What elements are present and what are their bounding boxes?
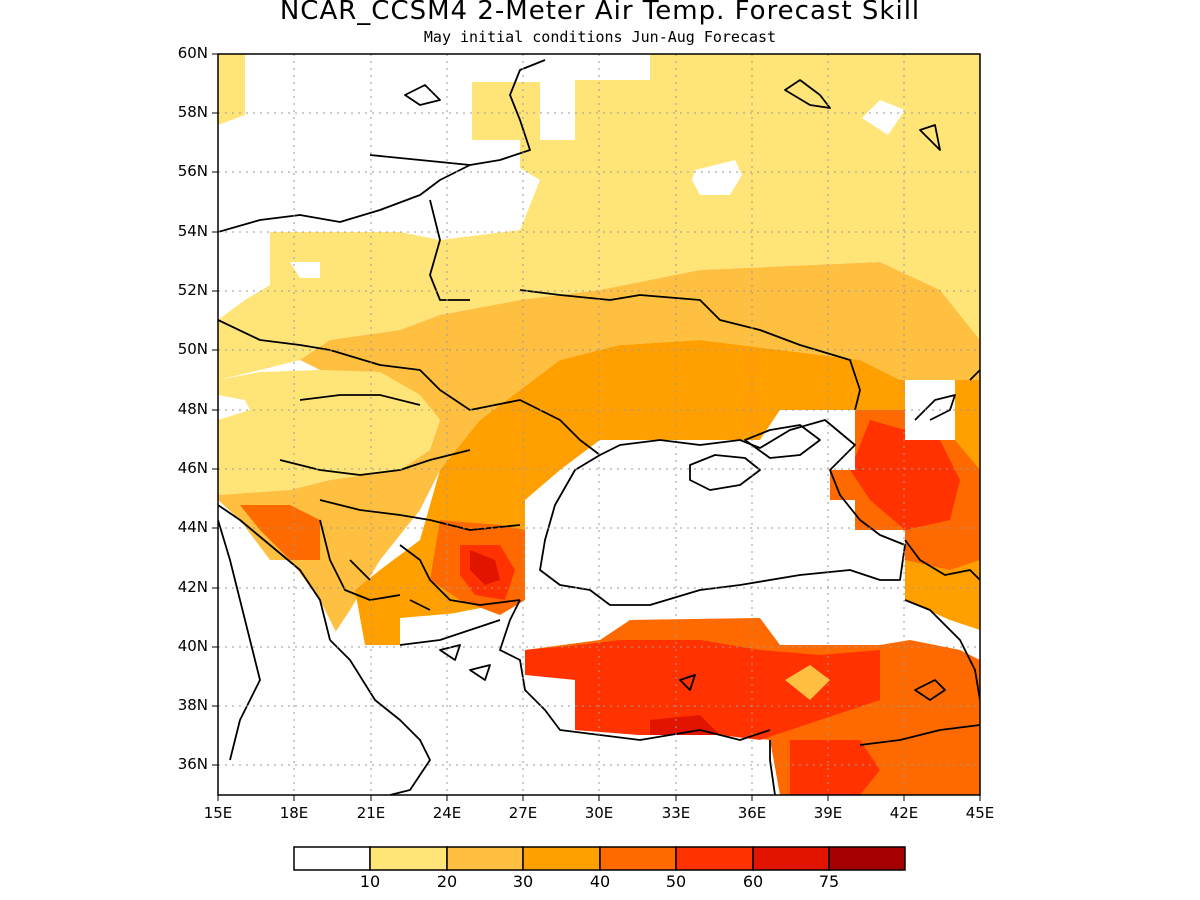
coastlines-borders bbox=[218, 59, 980, 795]
skill-region-10-20-west bbox=[218, 54, 245, 125]
azov-sea-coastline bbox=[744, 424, 821, 459]
islands bbox=[404, 79, 946, 701]
lon-label-24e: 24E bbox=[432, 804, 462, 822]
black-sea-mask bbox=[525, 410, 905, 640]
caucasus-mask bbox=[905, 380, 955, 440]
colorbar-label-60: 60 bbox=[742, 872, 764, 891]
lat-label-48n: 48N bbox=[177, 400, 208, 418]
lat-label-52n: 52N bbox=[177, 281, 208, 299]
central-borders bbox=[218, 319, 601, 531]
lat-label-56n: 56N bbox=[177, 162, 208, 180]
skill-fill-layer bbox=[218, 54, 980, 795]
west-mask bbox=[218, 395, 250, 420]
colorbar-label-30: 30 bbox=[512, 872, 534, 891]
crimea-outline bbox=[689, 454, 761, 491]
lon-label-33e: 33E bbox=[661, 804, 691, 822]
lat-label-40n: 40N bbox=[177, 637, 208, 655]
lat-label-36n: 36N bbox=[177, 755, 208, 773]
eastern-borders bbox=[769, 539, 980, 795]
skill-region-50-60-anatolia bbox=[525, 640, 880, 740]
adriatic-coastline bbox=[218, 504, 331, 641]
baltic-coastline bbox=[218, 59, 546, 233]
map-subtitle: May initial conditions Jun-Aug Forecast bbox=[423, 28, 777, 46]
northern-borders bbox=[369, 154, 861, 411]
aegean-coastline bbox=[499, 599, 771, 741]
lon-label-21e: 21E bbox=[356, 804, 386, 822]
colorbar-box-3 bbox=[522, 846, 601, 871]
lat-label-38n: 38N bbox=[177, 696, 208, 714]
lon-label-30e: 30E bbox=[584, 804, 614, 822]
skill-region-10-20-central bbox=[218, 370, 440, 495]
lat-label-60n: 60N bbox=[177, 44, 208, 62]
lon-label-15e: 15E bbox=[203, 804, 233, 822]
colorbar-label-50: 50 bbox=[665, 872, 687, 891]
skill-region-50-60-southeast bbox=[790, 740, 880, 795]
lon-label-27e: 27E bbox=[508, 804, 538, 822]
lat-label-50n: 50N bbox=[177, 340, 208, 358]
colorbar-label-40: 40 bbox=[589, 872, 611, 891]
colorbar-label-20: 20 bbox=[436, 872, 458, 891]
skill-region-50-60-caucasus bbox=[850, 420, 960, 530]
lat-label-58n: 58N bbox=[177, 103, 208, 121]
lat-label-44n: 44N bbox=[177, 518, 208, 536]
north-mask-2 bbox=[862, 100, 905, 135]
skill-region-10-20-north bbox=[218, 54, 980, 380]
italy-coastline bbox=[218, 519, 261, 761]
colorbar-box-6 bbox=[752, 846, 830, 871]
greece-coastline bbox=[329, 619, 501, 795]
north-mask-3 bbox=[290, 262, 320, 278]
colorbar-box-0 bbox=[293, 846, 371, 871]
lon-label-42e: 42E bbox=[889, 804, 919, 822]
skill-region-40-50-adriatic bbox=[240, 505, 320, 560]
skill-region-20-30 bbox=[218, 262, 980, 640]
colorbar bbox=[293, 846, 906, 871]
aegean-mask bbox=[218, 540, 770, 795]
colorbar-label-10: 10 bbox=[359, 872, 381, 891]
lat-label-54n: 54N bbox=[177, 222, 208, 240]
colorbar-box-7 bbox=[828, 846, 906, 871]
skill-region-20-30-east-anatolia bbox=[785, 665, 830, 700]
balkan-borders bbox=[319, 519, 521, 611]
tick-marks bbox=[212, 53, 981, 801]
map-title: NCAR_CCSM4 2-Meter Air Temp. Forecast Sk… bbox=[279, 0, 921, 26]
lon-label-36e: 36E bbox=[737, 804, 767, 822]
colorbar-box-4 bbox=[599, 846, 677, 871]
gridlines bbox=[218, 54, 980, 795]
black-sea-coastline bbox=[539, 419, 906, 606]
lon-label-18e: 18E bbox=[279, 804, 309, 822]
skill-region-60-75 bbox=[470, 550, 500, 585]
colorbar-box-2 bbox=[446, 846, 524, 871]
lat-label-42n: 42N bbox=[177, 578, 208, 596]
caspian-coast bbox=[914, 369, 980, 421]
lon-label-39e: 39E bbox=[813, 804, 843, 822]
colorbar-box-1 bbox=[369, 846, 448, 871]
lon-label-45e: 45E bbox=[965, 804, 995, 822]
colorbar-label-75: 75 bbox=[818, 872, 840, 891]
north-mask-1 bbox=[692, 160, 742, 195]
lat-label-46n: 46N bbox=[177, 459, 208, 477]
colorbar-box-5 bbox=[675, 846, 754, 871]
